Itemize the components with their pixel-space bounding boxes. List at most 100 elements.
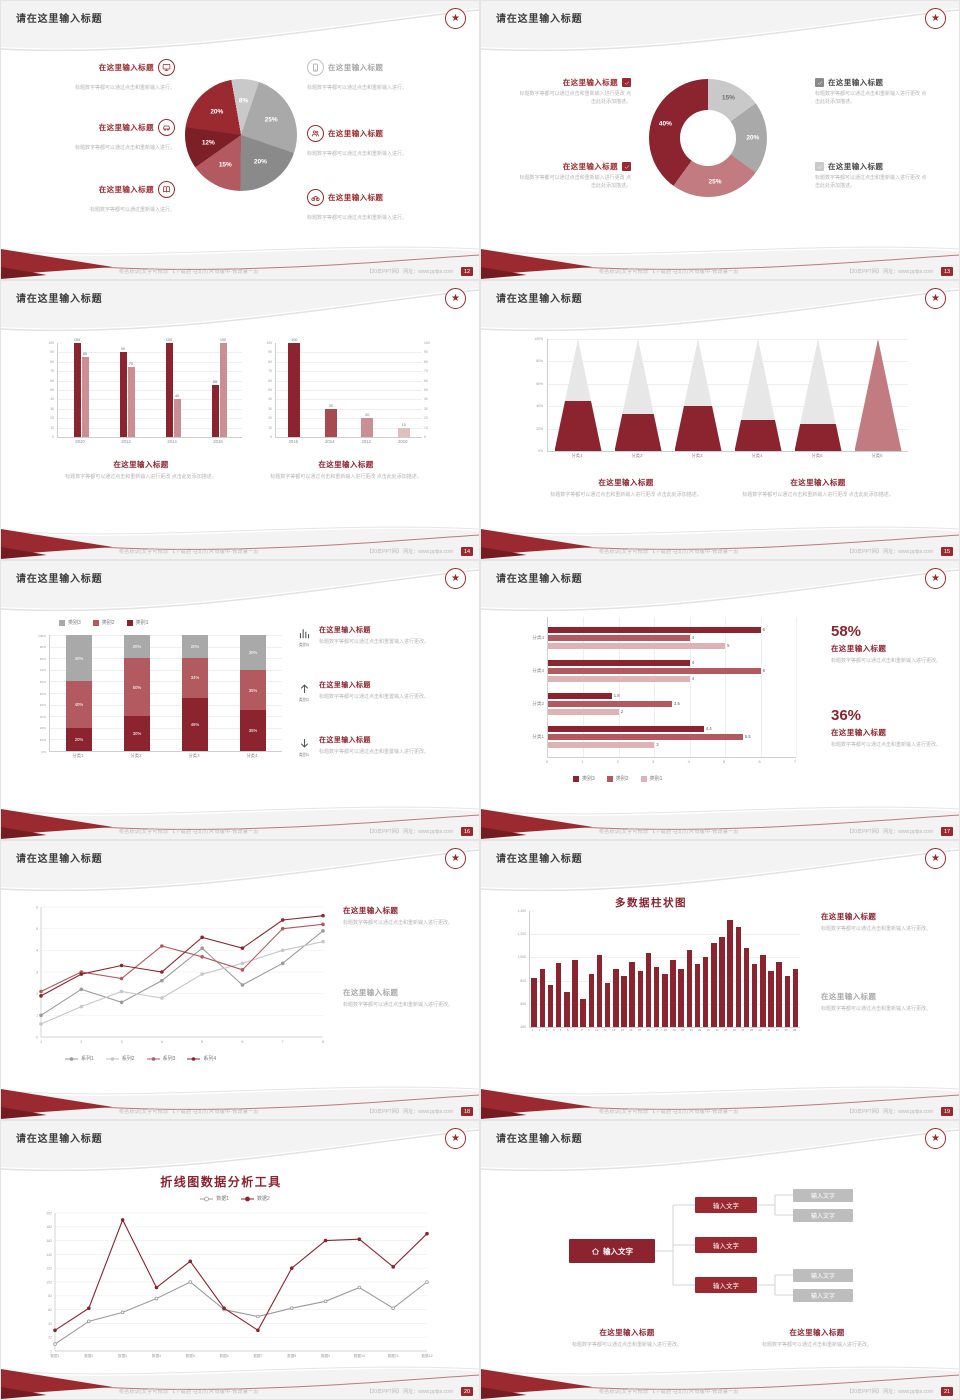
pie-slice-label: 25% [708, 178, 722, 186]
block-title: 在这里输入标题 [821, 912, 877, 921]
segment-label: 46% [190, 721, 200, 727]
check-item-title: 在这里输入标题 [562, 78, 618, 87]
feature-desc: 标题数字等都可以通过点击和重置输入进行更改。 [319, 694, 430, 700]
school-logo: ★ [925, 288, 946, 309]
x-axis-label: 2014 [324, 439, 335, 444]
slide-title: 请在这里输入标题 [496, 574, 583, 585]
stack-segment: 20% [182, 635, 208, 659]
diagram-node-label: 输入文字 [810, 1294, 835, 1300]
x-axis-label: 20 [681, 1028, 685, 1032]
bar-group [735, 927, 742, 1027]
x-axis-label: 6 [566, 1028, 569, 1032]
bottom-swoosh-decoration [1, 526, 479, 559]
bar-group [547, 985, 554, 1027]
y-axis-label: 50 [268, 388, 272, 392]
slide-21[interactable]: 请在这里输入标题 ★ 输入文字 输入文字 输入文字 输入文字 输入文字 输入文字 输入文字输… [480, 1120, 960, 1400]
x-axis-label: 23 [706, 1028, 710, 1032]
gridline [50, 646, 282, 648]
segment-label: 40% [74, 655, 84, 661]
top-swoosh-decoration [481, 841, 959, 892]
chart-legend: 数据1 数据2 [151, 1195, 331, 1202]
pie-slice-label: 40% [658, 120, 672, 128]
bar-group: 分类3 4 6 4 [532, 659, 796, 682]
bar-group [694, 964, 701, 1027]
slide-16[interactable]: 请在这里输入标题 ★ 类别3 类别2 类别1 20% 40% 40% 30% 50% 20% 46… [0, 560, 480, 840]
legend-entry: 系列3 [146, 1055, 175, 1062]
slide-14[interactable]: 请在这里输入标题 ★ 100 85 90 75 100 40 55 100 0 10 20 30 40 5… [0, 280, 480, 560]
bar-wrapper: 55 [211, 380, 219, 437]
check-icon [817, 80, 823, 86]
school-logo: ★ [445, 848, 466, 869]
feature-item: 类别3 在这里输入标题 标题数字等都可以通过点击和重置输入进行更改。 [295, 625, 471, 648]
gridline [548, 383, 908, 385]
bar-value-label: 4 [691, 635, 695, 640]
gridline [50, 739, 282, 741]
top-swoosh-decoration [1, 841, 479, 892]
phone-icon [311, 63, 320, 72]
svg-text:22: 22 [48, 1336, 52, 1340]
block-desc: 标题数字等都可以通过点击和重新输入进行更改。 [761, 1342, 872, 1348]
text-block: 在这里输入标题 标题数字等都可以通过点击和重新输入进行更改。 [343, 987, 469, 1009]
footer-right-text: 【20年PPT网】 网址：www.pptjia.com [366, 1389, 453, 1395]
logo-star-icon: ★ [931, 1132, 940, 1144]
bar-wrapper [784, 975, 791, 1027]
slide-title: 请在这里输入标题 [496, 1134, 583, 1145]
bar [604, 982, 611, 1027]
bar-group [686, 950, 693, 1027]
gridline [654, 617, 656, 757]
legend-label: 系列1 [81, 1056, 94, 1062]
bar-group [653, 966, 660, 1027]
bar-row: 4.4 [548, 725, 796, 732]
donut-chart: 15% 20% 25% 40% [649, 79, 767, 197]
bar-value-label: 6 [762, 627, 765, 632]
page-number-badge: 20 [461, 1387, 473, 1396]
callout-desc: 标题数字等都可以通过重新输入进行。 [89, 207, 175, 213]
stack-segment: 50% [124, 658, 150, 717]
bar-wrapper [637, 971, 644, 1027]
gridline [548, 339, 908, 340]
bar-group [760, 955, 766, 1027]
check-item-desc: 标题数字等都可以通过点击和重新输入进行更改 点击此处添加描述。 [815, 175, 927, 189]
y-axis-label: 30% [39, 714, 46, 719]
stack-segment: 40% [66, 635, 92, 682]
legend-entry: 类别1 [126, 619, 148, 626]
checkbox-icon [622, 78, 631, 87]
chart-legend: 系列1 系列2 系列3 系列4 [65, 1055, 228, 1062]
y-axis-label: 80 [424, 359, 428, 364]
check-item-title: 在这里输入标题 [828, 162, 884, 171]
slide-17[interactable]: 请在这里输入标题 ★ 分类4 6 4 5 分类3 4 6 4 分类2 1.8 3.5 2 分类1 4.4 5… [480, 560, 960, 840]
y-axis-label: 30 [424, 406, 428, 411]
slide-18[interactable]: 请在这里输入标题 ★ 0 1 2 3 4 5 6 1 2 3 4 5 6 7 8 系列1 系列2 系列3 系列4 在这… [0, 840, 480, 1120]
x-axis-label: 2012 [121, 439, 131, 444]
logo-star-icon: ★ [931, 852, 940, 864]
x-axis-label: 24 [715, 1028, 719, 1032]
block-title: 在这里输入标题 [790, 478, 846, 487]
gridline [689, 617, 691, 757]
x-axis-label: 2014 [167, 439, 177, 444]
slide-12[interactable]: 请在这里输入标题 ★ 8% 25% 20% 15% 12% 20% 在这里输入标题 标题数字等… [0, 0, 480, 280]
slide-13[interactable]: 请在这里输入标题 ★ 15% 20% 25% 40% 在这里输入标题 标题数字等都可以通过… [480, 0, 960, 280]
top-swoosh-decoration [1, 1121, 479, 1172]
legend-marker [146, 1056, 160, 1062]
stack-segment: 35% [240, 710, 266, 751]
bar-row: 1.8 [548, 692, 796, 699]
bar [751, 964, 758, 1027]
x-axis-label: 分类3 [188, 753, 200, 758]
segment-label: 40% [74, 702, 84, 708]
legend-entry: 类别2 [92, 619, 115, 626]
svg-text:6: 6 [36, 905, 38, 909]
bar-group [702, 957, 709, 1027]
bar-value-label: 20 [365, 413, 370, 418]
columns-row: 20% 40% 40% 30% 50% 20% 46% 34% 20% 35% 35% 30% [50, 635, 282, 751]
bar-group [768, 971, 774, 1027]
slide-20[interactable]: 请在这里输入标题 ★ 折线图数据分析工具 数据1 数据2 2 22 42 62 82 102 12… [0, 1120, 480, 1400]
diagram-node: 输入文字 [695, 1237, 757, 1253]
x-axis-label: 分类4 [751, 453, 763, 458]
stacked-column: 30% 50% 20% [124, 635, 150, 751]
x-axis-label: 4 [552, 1028, 555, 1032]
footer-left-text: 校名标识|文字可修改 【下载后·在幻灯片母版中·修改第一页 [599, 829, 739, 835]
bar [211, 385, 219, 437]
slide-19[interactable]: 请在这里输入标题 ★ 多数据柱状图 400 600 800 1,000 1,200 1,40… [480, 840, 960, 1120]
slide-15[interactable]: 请在这里输入标题 ★ 0% 20% 40% 60% 80% 100% 分类1 分类2 分类3 分类… [480, 280, 960, 560]
bar-group: 100 85 [73, 338, 89, 437]
